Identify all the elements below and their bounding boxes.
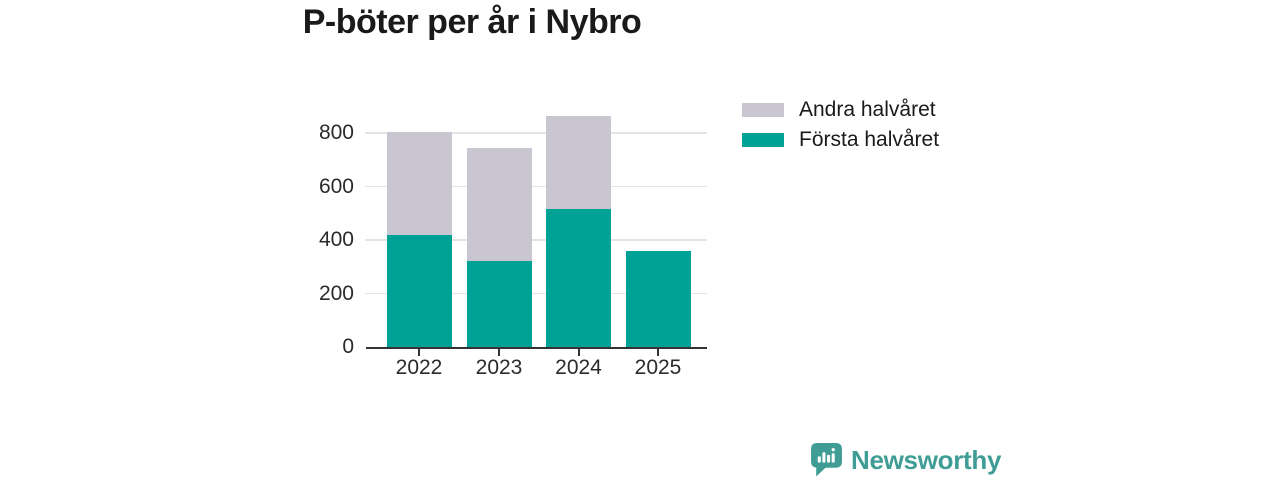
bar-segment-forsta-halvaret-2024 — [546, 209, 611, 347]
x-axis-tick — [577, 349, 580, 356]
legend: Andra halvåret Första halvåret — [742, 95, 939, 155]
y-axis-tick-label: 200 — [318, 281, 354, 305]
x-axis-tick-label: 2022 — [395, 356, 443, 379]
legend-item-forsta-halvaret: Första halvåret — [742, 125, 939, 155]
x-axis-tick-label: 2023 — [475, 356, 523, 379]
gridline — [365, 132, 707, 134]
x-axis-tick — [498, 349, 500, 356]
y-axis-tick-label: 400 — [318, 228, 354, 251]
y-axis-tick-label: 600 — [318, 174, 354, 198]
gridline — [365, 185, 707, 188]
gridline — [365, 239, 707, 241]
brand-footer: Newsworthy — [811, 443, 1001, 477]
bar-segment-forsta-halvaret-2025 — [625, 250, 691, 347]
chart-title: P-böter per år i Nybro — [302, 3, 642, 41]
brand-name: Newsworthy — [851, 444, 1002, 475]
legend-swatch-forsta-halvaret — [742, 133, 784, 147]
legend-label: Andra halvåret — [799, 98, 936, 121]
legend-label: Första halvåret — [799, 128, 940, 151]
x-axis-tick-label: 2025 — [634, 356, 682, 379]
y-axis-tick-label: 800 — [318, 121, 354, 144]
legend-item-andra-halvaret: Andra halvåret — [742, 95, 939, 125]
x-axis-tick — [418, 349, 420, 356]
bar-segment-forsta-halvaret-2023 — [466, 261, 532, 347]
plot-area — [365, 105, 707, 349]
newsworthy-logo-icon — [811, 443, 842, 477]
legend-swatch-andra-halvaret — [742, 103, 784, 117]
bar-segment-andra-halvaret-2023 — [466, 147, 532, 262]
x-axis-tick-label: 2024 — [555, 356, 602, 379]
bar-segment-andra-halvaret-2022 — [386, 131, 452, 235]
bar-segment-forsta-halvaret-2022 — [386, 234, 452, 347]
x-axis-tick — [657, 349, 659, 356]
bar-segment-andra-halvaret-2024 — [546, 115, 611, 210]
y-axis-tick-label: 0 — [342, 335, 354, 358]
gridline — [365, 292, 707, 295]
